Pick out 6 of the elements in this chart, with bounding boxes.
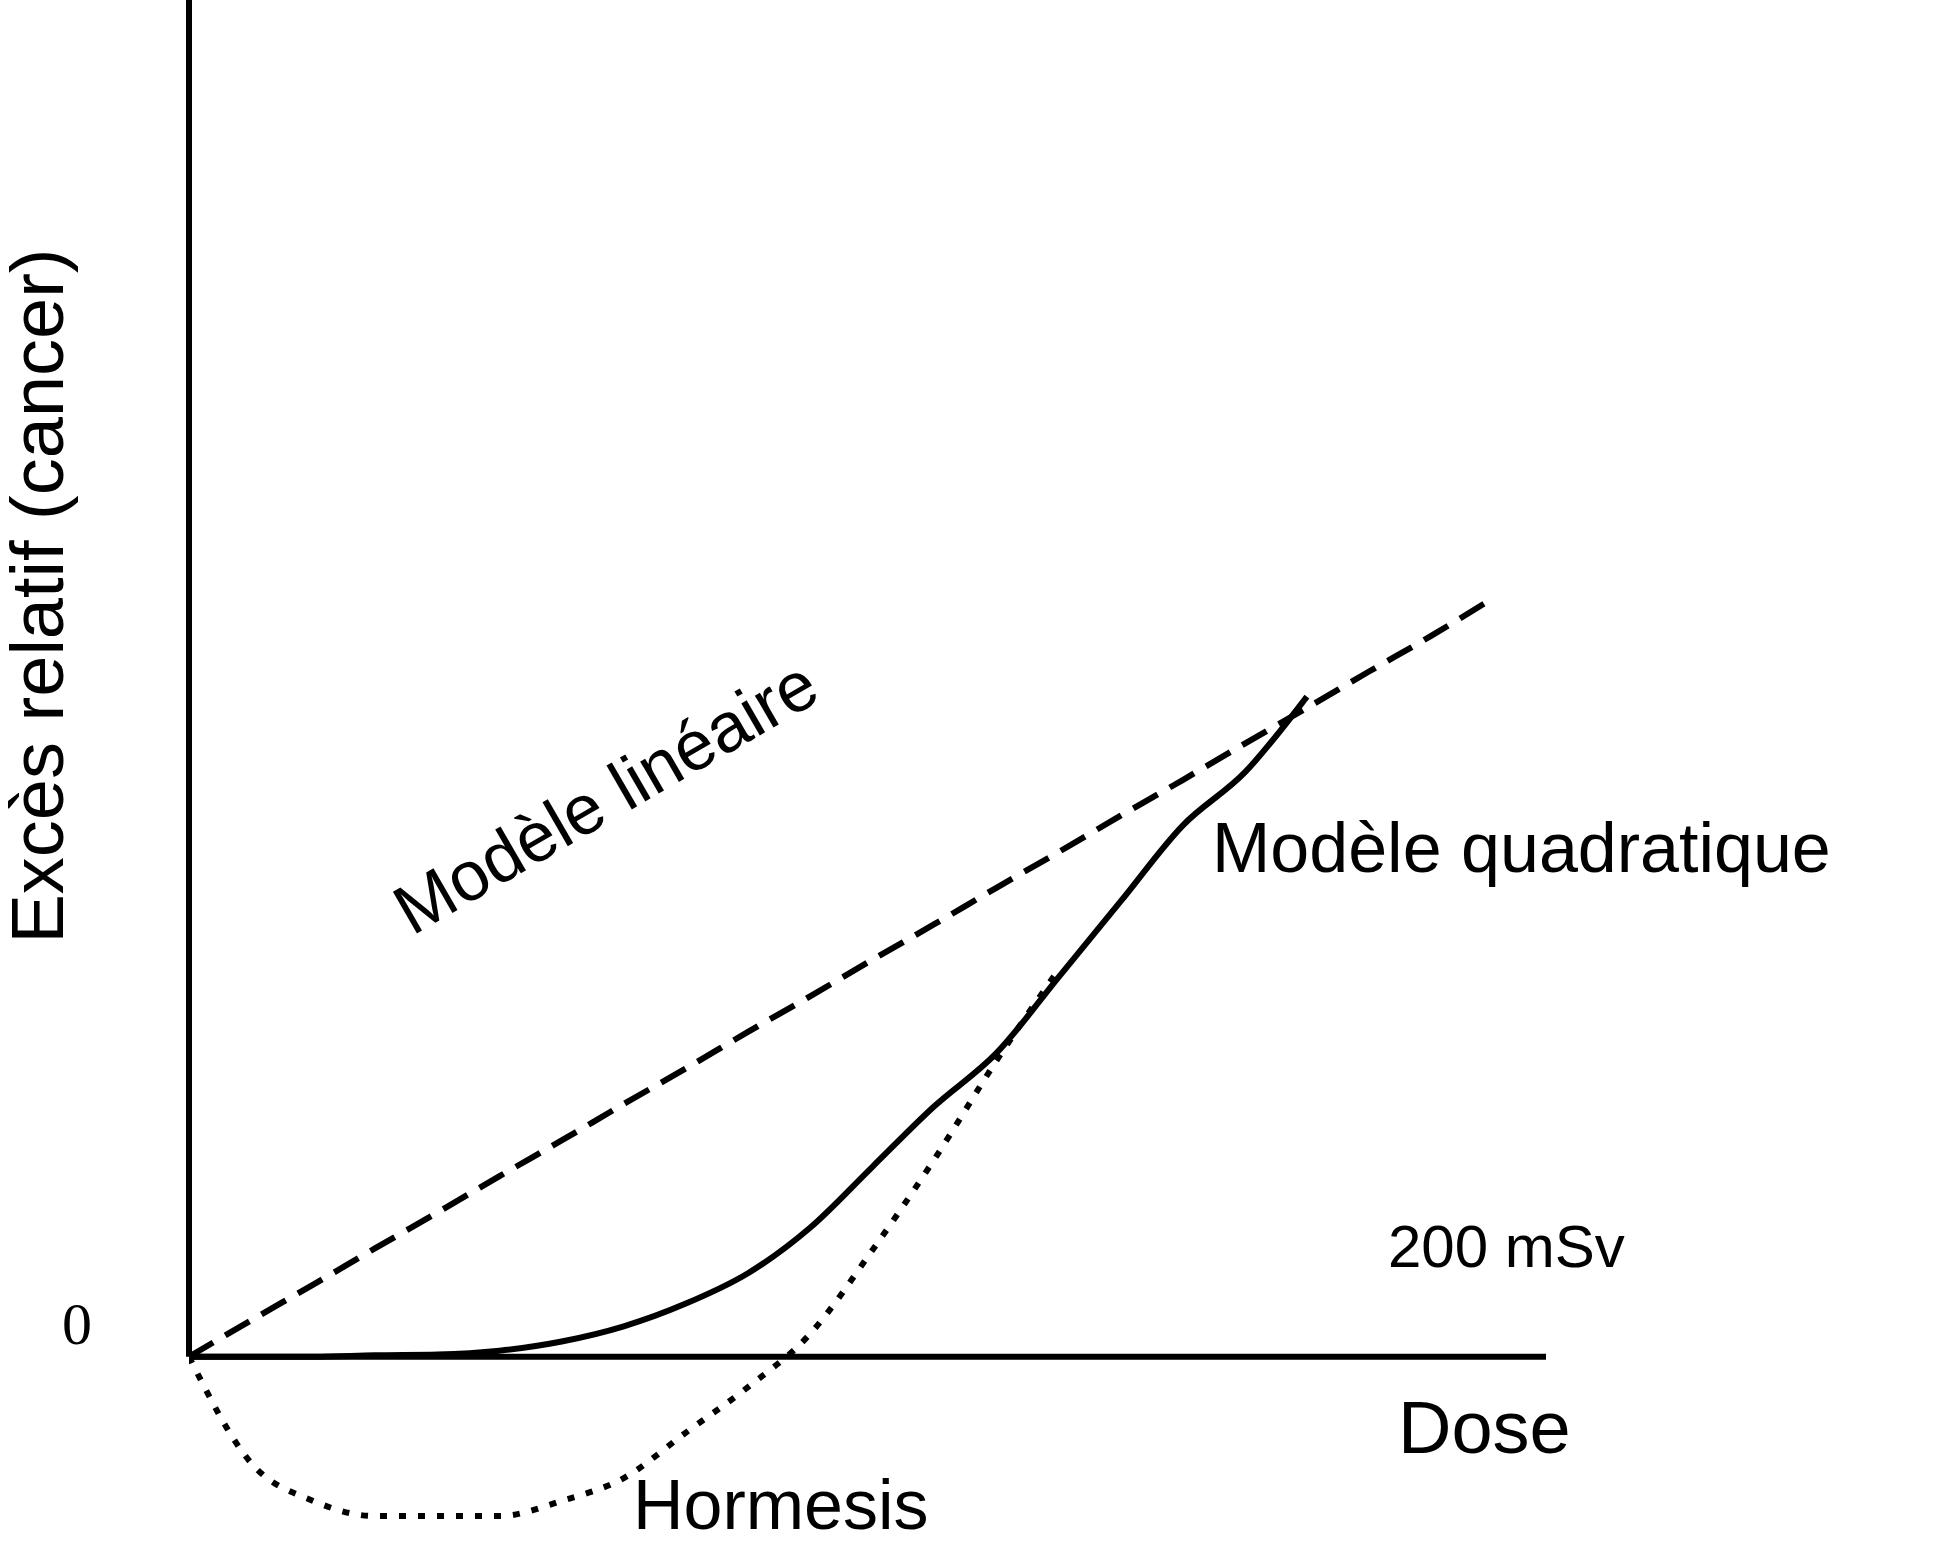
x-axis-title: Dose bbox=[1398, 1385, 1571, 1470]
series-label: Hormesis bbox=[633, 1465, 929, 1545]
y-axis-title: Excès relatif (cancer) bbox=[0, 248, 80, 944]
text: 0 bbox=[62, 1290, 92, 1359]
annotation: 200 mSv bbox=[1388, 1212, 1625, 1281]
series-label: Modèle quadratique bbox=[1212, 808, 1831, 888]
